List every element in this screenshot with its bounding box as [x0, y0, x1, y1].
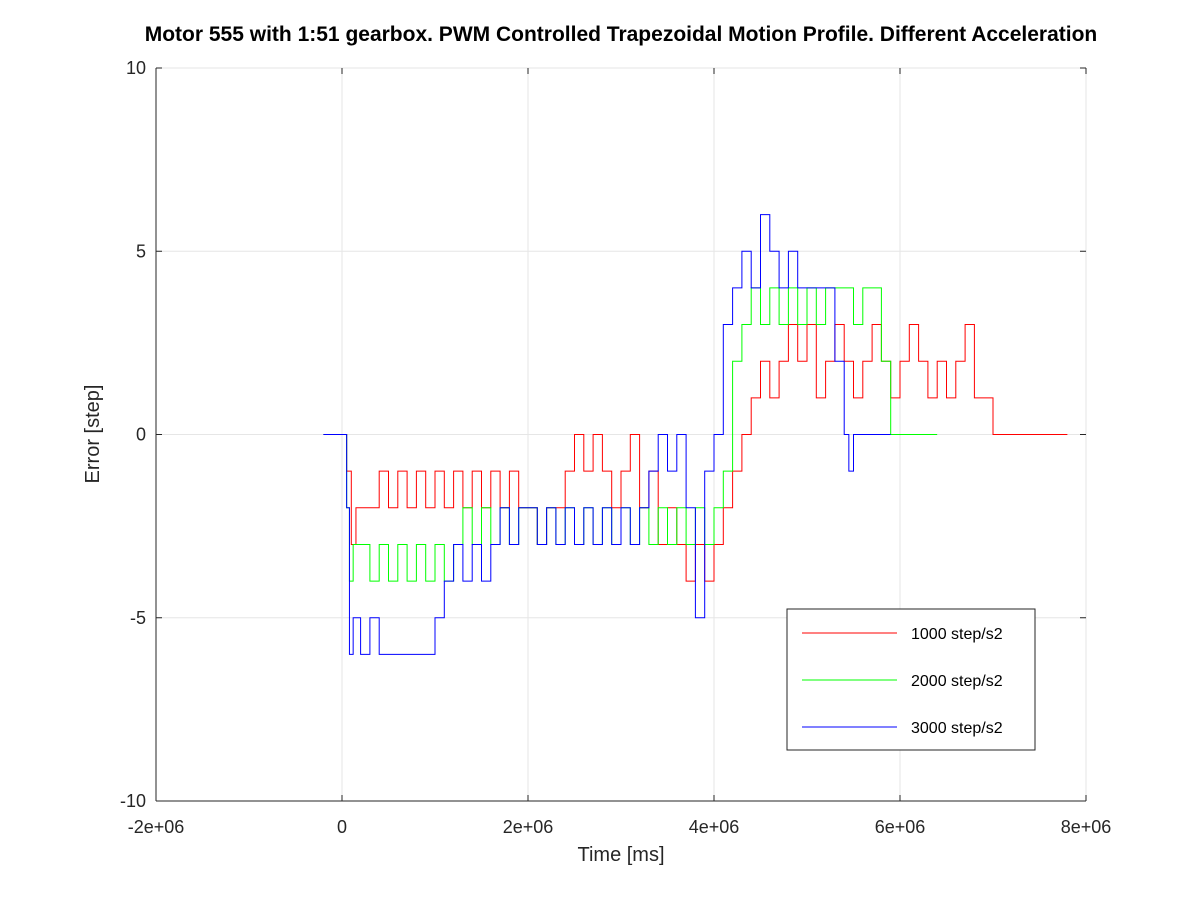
y-tick-label: 0: [136, 425, 146, 445]
y-tick-label: 10: [126, 58, 146, 78]
series-layer: [323, 214, 1068, 655]
y-tick-label: 5: [136, 241, 146, 261]
y-tick-label: -10: [120, 791, 146, 811]
x-axis-label: Time [ms]: [577, 844, 664, 866]
legend-label-2: 2000 step/s2: [911, 673, 1003, 690]
chart-title: Motor 555 with 1:51 gearbox. PWM Control…: [145, 23, 1098, 46]
series-line-3: [323, 214, 891, 655]
x-tick-label: 0: [337, 817, 347, 837]
x-tick-label: -2e+06: [128, 817, 185, 837]
x-tick-label: 4e+06: [689, 817, 740, 837]
legend-label-3: 3000 step/s2: [911, 720, 1003, 737]
legend: 1000 step/s2 2000 step/s2 3000 step/s2: [786, 608, 1036, 751]
y-axis-label: Error [step]: [82, 385, 104, 484]
y-tick-label: -5: [130, 608, 146, 628]
x-tick-label: 6e+06: [875, 817, 926, 837]
axis-layer: -2e+06 0 2e+06 4e+06 6e+06 8e+06 -10 -5 0 5 10: [120, 58, 1111, 837]
x-tick-label: 8e+06: [1061, 817, 1112, 837]
legend-label-1: 1000 step/s2: [911, 626, 1003, 643]
x-tick-label: 2e+06: [503, 817, 554, 837]
